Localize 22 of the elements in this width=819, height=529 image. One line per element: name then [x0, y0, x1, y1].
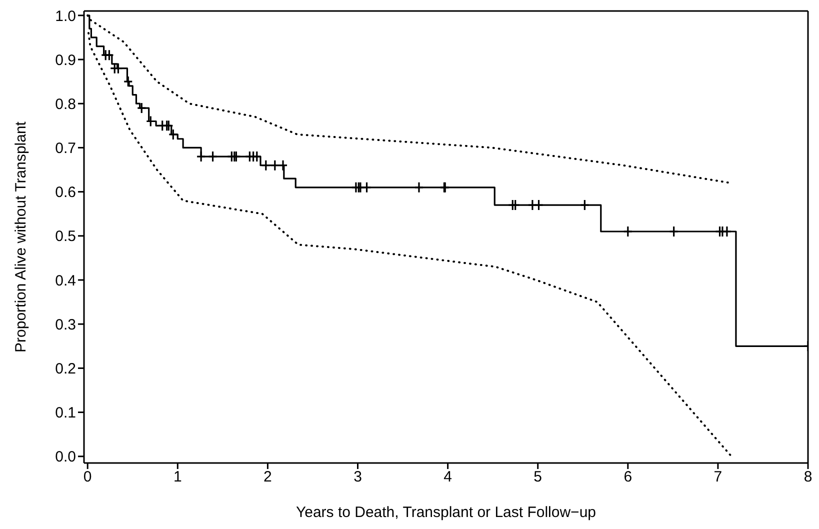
y-tick-label: 0.3 [55, 316, 76, 334]
x-axis-title: Years to Death, Transplant or Last Follow−up [296, 504, 596, 521]
y-tick-label: 0.0 [55, 448, 76, 466]
y-tick-label: 0.8 [55, 96, 76, 113]
y-axis-title: Proportion Alive without Transplant [12, 120, 30, 352]
y-tick-label: 0.1 [55, 404, 76, 422]
x-tick-label: 3 [354, 468, 362, 486]
y-tick-label: 0.9 [55, 52, 76, 69]
x-tick-label: 0 [83, 468, 92, 486]
x-tick-label: 4 [444, 468, 452, 486]
x-tick-label: 2 [264, 468, 272, 486]
x-tick-label: 7 [714, 468, 722, 486]
y-tick-label: 0.4 [55, 272, 76, 290]
y-tick-label: 0.6 [55, 184, 76, 202]
x-tick-label: 6 [624, 468, 632, 486]
x-tick-label: 1 [173, 468, 182, 486]
y-tick-label: 0.5 [55, 228, 76, 246]
x-tick-label: 5 [534, 468, 542, 486]
x-tick-label: 8 [804, 468, 812, 486]
y-tick-label: 1.0 [55, 8, 76, 25]
y-tick-label: 0.2 [55, 360, 76, 378]
y-tick-label: 0.7 [55, 140, 76, 158]
